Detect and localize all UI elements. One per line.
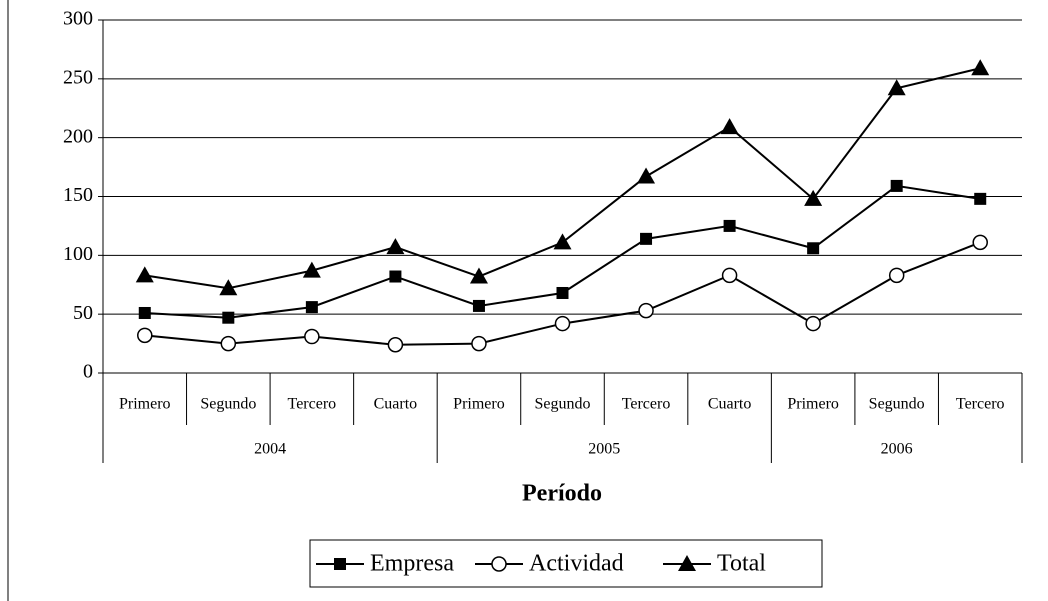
data-point	[389, 270, 402, 283]
y-tick-label: 200	[63, 125, 93, 147]
y-tick-label: 250	[63, 66, 93, 88]
data-point	[805, 315, 821, 332]
data-point	[971, 59, 990, 76]
group-label: 2004	[254, 441, 286, 458]
data-point	[138, 306, 151, 319]
x-tick-label: Primero	[119, 396, 171, 413]
data-point	[135, 266, 154, 283]
data-point	[888, 267, 905, 284]
data-point	[219, 279, 238, 296]
data-point	[554, 315, 571, 332]
legend-box	[309, 539, 823, 588]
data-point	[637, 167, 656, 184]
data-point	[471, 335, 487, 352]
x-tick-label: Segundo	[869, 396, 925, 413]
data-point	[302, 261, 321, 278]
legend-marker	[678, 555, 696, 571]
data-point	[720, 118, 739, 135]
x-tick-label: Primero	[453, 396, 505, 413]
data-point	[807, 242, 820, 255]
x-tick-label: Cuarto	[374, 396, 418, 413]
group-label: 2006	[881, 441, 913, 458]
data-point	[220, 335, 237, 352]
y-tick-label: 150	[63, 184, 93, 206]
data-point	[304, 328, 320, 345]
y-tick-label: 50	[73, 302, 93, 324]
data-point	[890, 179, 903, 192]
x-tick-label: Segundo	[200, 396, 256, 413]
data-point	[721, 267, 738, 284]
data-point	[804, 189, 823, 206]
x-tick-label: Cuarto	[708, 396, 752, 413]
data-point	[387, 337, 404, 353]
y-tick-label: 0	[83, 361, 93, 383]
legend-label: Actividad	[529, 551, 624, 577]
x-tick-label: Tercero	[956, 396, 1005, 413]
x-tick-label: Tercero	[288, 396, 337, 413]
data-point	[723, 219, 736, 232]
data-point	[887, 79, 906, 96]
data-point	[972, 234, 988, 251]
legend-label: Total	[717, 551, 766, 577]
x-tick-label: Tercero	[622, 396, 671, 413]
x-tick-label: Segundo	[535, 396, 591, 413]
legend-label: Empresa	[370, 551, 454, 577]
data-point	[472, 299, 485, 312]
group-label: 2005	[588, 441, 620, 458]
data-point	[638, 302, 654, 319]
data-point	[469, 267, 488, 284]
data-point	[386, 238, 405, 255]
x-tick-label: Primero	[787, 396, 839, 413]
data-point	[305, 301, 318, 314]
data-point	[137, 327, 153, 344]
legend-marker	[491, 556, 507, 572]
data-point	[556, 286, 569, 299]
data-point	[222, 311, 235, 324]
data-point	[640, 232, 653, 245]
data-point	[553, 233, 572, 250]
y-tick-label: 300	[63, 8, 93, 30]
data-point	[974, 192, 987, 205]
legend-marker	[334, 558, 346, 570]
x-axis-title: Período	[522, 481, 602, 507]
y-tick-label: 100	[63, 243, 93, 265]
